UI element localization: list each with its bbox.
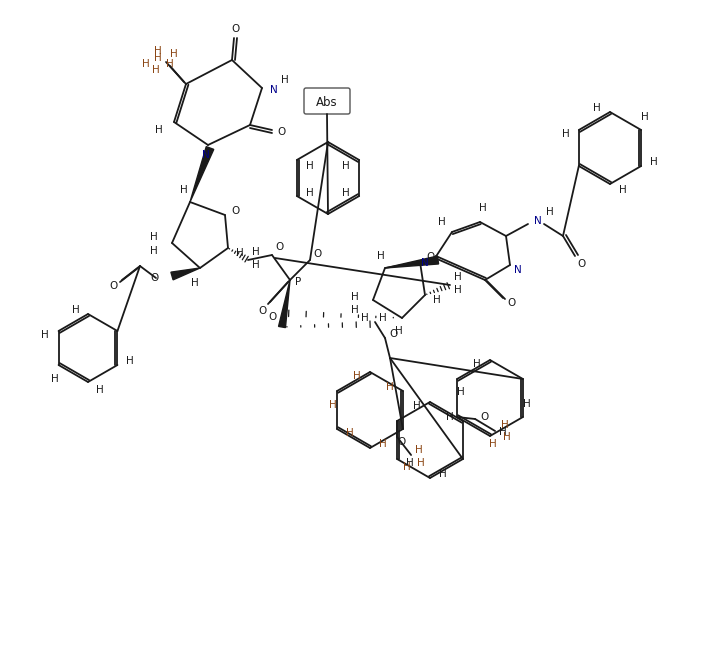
Text: H: H	[593, 103, 601, 113]
Text: O: O	[577, 259, 585, 269]
Text: O: O	[109, 281, 117, 291]
Text: H: H	[546, 207, 554, 217]
Text: H: H	[142, 59, 150, 69]
Text: H: H	[619, 185, 627, 195]
Text: H: H	[353, 371, 361, 381]
Text: H: H	[417, 458, 425, 468]
Text: H: H	[501, 420, 509, 430]
Text: H: H	[166, 59, 174, 69]
Text: H: H	[125, 356, 133, 366]
Text: H: H	[454, 285, 462, 295]
Text: H: H	[180, 185, 188, 195]
Text: N: N	[202, 150, 210, 160]
Text: O: O	[150, 273, 158, 283]
Text: N: N	[270, 85, 278, 95]
Polygon shape	[171, 268, 200, 280]
Text: O: O	[258, 306, 266, 316]
Text: H: H	[41, 330, 49, 340]
Text: H: H	[446, 412, 454, 422]
Text: H: H	[433, 295, 441, 305]
Text: P: P	[295, 277, 301, 287]
Text: H: H	[406, 458, 414, 468]
Text: O: O	[231, 206, 239, 216]
Text: H: H	[351, 305, 359, 315]
Text: N: N	[534, 216, 542, 226]
Text: H: H	[458, 387, 465, 397]
Text: H: H	[379, 439, 387, 449]
Text: O: O	[397, 437, 405, 447]
Text: H: H	[499, 427, 507, 437]
Text: O: O	[426, 252, 434, 262]
Text: H: H	[72, 305, 80, 315]
Text: H: H	[154, 53, 162, 63]
Text: H: H	[252, 260, 260, 270]
Text: H: H	[155, 125, 163, 135]
Text: H: H	[523, 399, 531, 409]
Text: H: H	[154, 46, 162, 56]
Text: H: H	[403, 462, 411, 472]
Text: O: O	[389, 329, 397, 339]
Text: H: H	[489, 439, 497, 449]
Text: H: H	[562, 129, 570, 139]
Text: O: O	[313, 249, 321, 259]
Text: O: O	[480, 412, 488, 422]
Text: H: H	[51, 374, 59, 384]
Text: H: H	[454, 272, 462, 282]
Text: O: O	[231, 24, 239, 34]
Polygon shape	[385, 256, 439, 268]
Polygon shape	[190, 147, 214, 202]
Text: H: H	[439, 469, 447, 479]
Text: H: H	[642, 112, 649, 122]
Polygon shape	[279, 280, 290, 328]
Text: H: H	[473, 359, 481, 369]
Text: H: H	[415, 445, 423, 455]
Text: H: H	[170, 49, 178, 59]
Text: Abs: Abs	[316, 95, 338, 109]
Text: H: H	[150, 232, 158, 242]
Text: H: H	[342, 161, 350, 171]
Text: H: H	[395, 326, 403, 336]
Text: O: O	[268, 312, 276, 322]
Text: H: H	[236, 248, 244, 258]
Text: H: H	[150, 246, 158, 256]
Text: H: H	[377, 251, 385, 261]
Text: H: H	[329, 400, 337, 410]
Text: H: H	[503, 432, 511, 442]
Text: H: H	[379, 313, 387, 323]
Text: H: H	[479, 203, 487, 213]
Text: H: H	[281, 75, 289, 85]
Text: H: H	[361, 313, 369, 323]
Text: H: H	[191, 278, 199, 288]
Text: H: H	[152, 65, 160, 75]
Text: H: H	[252, 247, 260, 257]
Text: H: H	[650, 157, 658, 167]
Text: O: O	[275, 242, 283, 252]
Text: H: H	[96, 385, 104, 395]
Text: H: H	[342, 188, 350, 198]
Text: H: H	[413, 401, 421, 411]
Text: O: O	[507, 298, 515, 308]
Text: N: N	[421, 258, 429, 268]
Text: H: H	[351, 292, 359, 302]
Text: H: H	[306, 188, 314, 198]
Text: O: O	[277, 127, 285, 137]
Text: H: H	[306, 161, 314, 171]
FancyBboxPatch shape	[304, 88, 350, 114]
Text: H: H	[438, 217, 446, 227]
Text: H: H	[347, 428, 354, 438]
Text: N: N	[514, 265, 522, 275]
Text: H: H	[386, 382, 394, 392]
